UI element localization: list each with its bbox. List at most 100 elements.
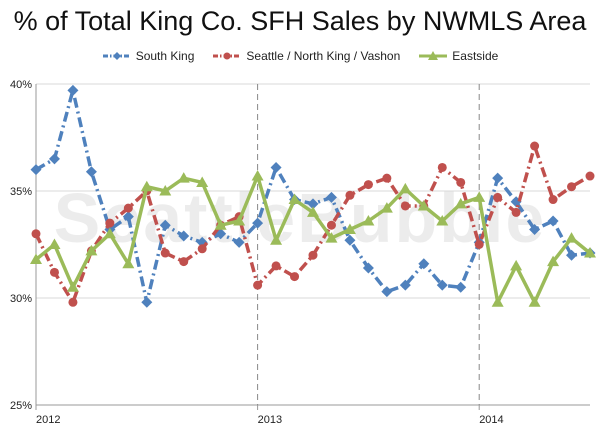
data-point-eastside [140,180,153,192]
data-point-south-king [122,211,134,223]
x-tick-label: 2013 [258,414,282,426]
data-point-seattle-north-king-vashon [363,180,373,190]
data-point-eastside [177,172,190,183]
legend-label: Eastside [452,49,499,63]
data-point-eastside [122,257,135,269]
data-point-seattle-north-king-vashon [345,190,355,200]
data-point-seattle-north-king-vashon [326,220,336,230]
data-point-seattle-north-king-vashon [49,267,59,277]
legend-item-south-king: South King [102,49,195,63]
legend-swatch-eastside [419,51,448,60]
data-point-seattle-north-king-vashon [105,218,115,228]
data-point-seattle-north-king-vashon [253,280,263,290]
data-point-eastside [454,197,467,209]
chart-title: % of Total King Co. SFH Sales by NWMLS A… [13,6,587,36]
data-point-eastside [380,202,393,213]
data-point-south-king [399,279,411,291]
data-point-eastside [491,296,504,307]
legend-item-eastside: Eastside [418,49,498,63]
legend-swatch-south-king [102,52,131,60]
data-point-south-king [344,234,356,246]
data-point-seattle-north-king-vashon [160,248,170,258]
data-point-eastside [399,182,412,194]
data-point-eastside [103,227,116,239]
data-point-south-king [48,153,60,165]
data-point-seattle-north-king-vashon [197,244,207,254]
data-point-south-king [233,236,245,248]
data-point-eastside [565,232,578,243]
data-point-south-king [30,164,42,176]
series-line-eastside [34,174,592,305]
series-line-south-king [35,88,591,305]
data-point-seattle-north-king-vashon [474,240,484,249]
data-point-eastside [270,234,283,245]
data-point-south-king [85,166,97,178]
data-point-eastside [251,170,264,181]
data-point-eastside [233,214,246,226]
data-point-eastside [214,219,227,230]
data-point-eastside [584,247,596,258]
legend: South King Seattle / North King / Vashon E… [0,49,600,63]
data-point-eastside [362,214,375,226]
x-tick-label: 2012 [36,414,60,426]
data-point-eastside [85,244,98,256]
data-point-south-king [67,84,79,96]
data-point-eastside [547,255,560,267]
data-point-eastside [436,214,449,226]
data-point-south-king [566,249,578,261]
data-point-seattle-north-king-vashon [585,171,595,181]
data-point-south-king [492,172,504,184]
data-point-seattle-north-king-vashon [493,192,503,202]
data-point-seattle-north-king-vashon [548,195,558,205]
legend-swatch-seattle-north-king-vashon [213,52,242,60]
data-point-eastside [288,193,301,205]
y-tick-label: 25% [10,400,32,412]
data-point-eastside [510,259,523,271]
data-point-seattle-north-king-vashon [400,201,410,211]
data-point-seattle-north-king-vashon [123,203,133,213]
data-point-south-king [159,219,171,231]
data-point-eastside [343,223,356,235]
data-point-seattle-north-king-vashon [290,272,300,282]
y-tick-label: 35% [10,186,32,198]
legend-label: South King [135,49,195,63]
x-tick-label: 2014 [479,414,503,426]
data-point-seattle-north-king-vashon [68,297,78,307]
data-point-south-king [141,296,153,308]
data-point-south-king [178,230,190,242]
data-point-seattle-north-king-vashon [456,177,466,187]
data-point-south-king [455,281,467,293]
data-point-south-king [325,191,337,203]
y-tick-label: 30% [10,293,32,305]
data-point-seattle-north-king-vashon [382,173,392,183]
legend-label: Seattle / North King / Vashon [246,49,401,63]
data-point-eastside [417,199,430,211]
data-point-south-king [529,224,541,236]
data-point-seattle-north-king-vashon [179,257,189,267]
data-point-eastside [528,296,541,307]
legend-item-seattle-north-king-vashon: Seattle / North King / Vashon [212,49,400,63]
data-point-eastside [66,281,79,292]
data-point-south-king [270,161,282,173]
data-point-seattle-north-king-vashon [31,229,41,239]
data-point-seattle-north-king-vashon [437,162,447,172]
data-point-seattle-north-king-vashon [308,250,318,260]
data-point-south-king [418,258,430,270]
data-point-seattle-north-king-vashon [271,261,281,271]
data-point-eastside [196,176,209,187]
data-point-south-king [307,198,319,210]
y-tick-label: 40% [10,79,32,91]
data-point-eastside [473,191,486,202]
data-point-eastside [159,185,172,196]
data-point-south-king [252,217,264,229]
data-point-eastside [325,232,338,243]
data-point-eastside [48,238,61,249]
data-point-south-king [381,286,393,298]
data-point-seattle-north-king-vashon [511,207,521,217]
data-point-seattle-north-king-vashon [567,182,577,192]
data-point-seattle-north-king-vashon [530,141,540,151]
data-point-eastside [30,253,42,264]
data-point-south-king [436,279,448,291]
data-point-south-king [547,215,559,227]
